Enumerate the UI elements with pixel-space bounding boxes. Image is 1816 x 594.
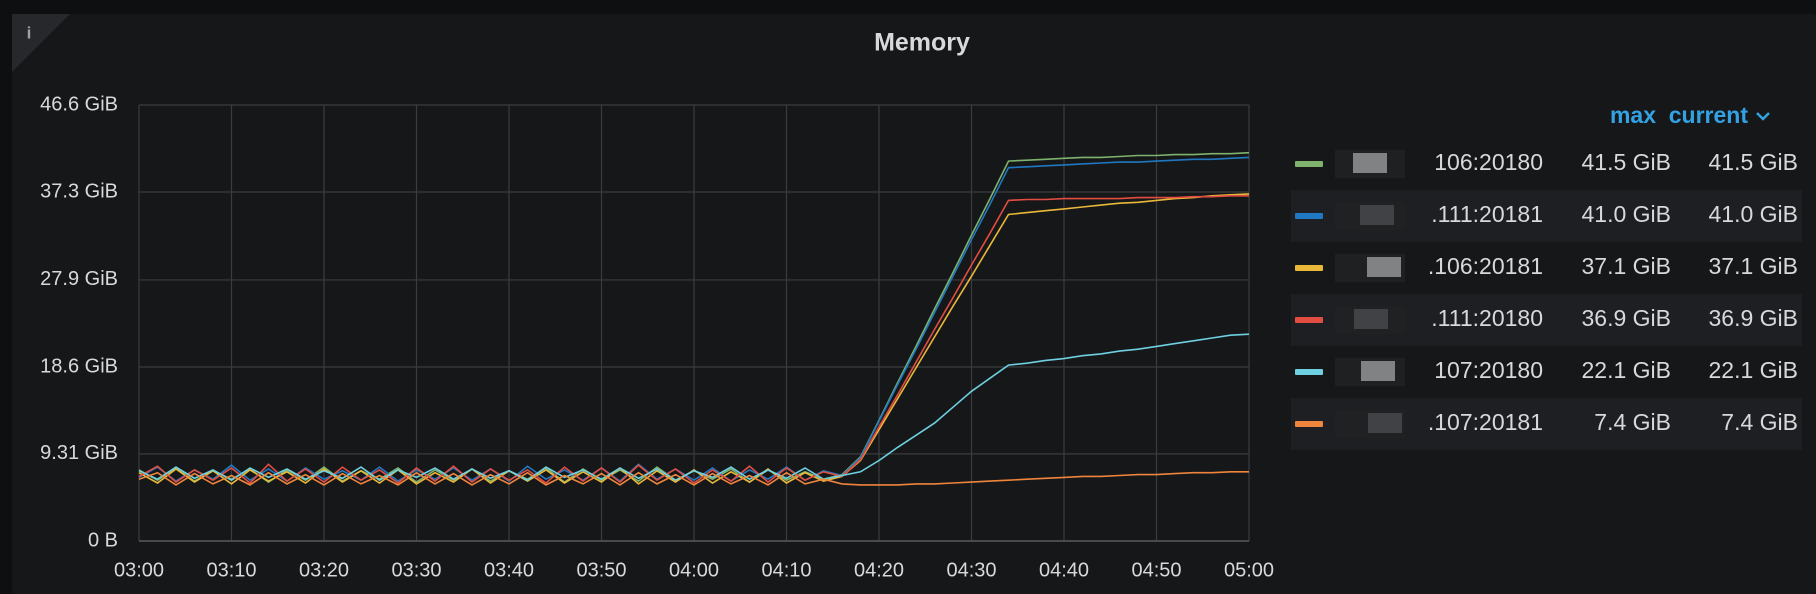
legend-label[interactable]: .106:20181 [1428,253,1543,279]
legend-redaction [1367,257,1401,277]
x-tick-label: 03:00 [114,559,164,581]
legend-label[interactable]: .111:20181 [1431,201,1543,227]
y-tick-label: 0 B [88,529,118,551]
legend-current: 22.1 GiB [1709,357,1799,383]
y-tick-label: 18.6 GiB [40,355,118,377]
plot-lines [138,151,1250,486]
x-tick-label: 04:00 [669,559,719,581]
legend-label[interactable]: .107:20181 [1428,409,1543,435]
legend-redaction [1361,361,1395,381]
y-tick-label: 27.9 GiB [40,268,118,290]
legend-max: 37.1 GiB [1582,253,1672,279]
chart-title: Memory [874,29,970,57]
x-tick-label: 03:10 [206,559,256,581]
legend-redaction [1368,413,1402,433]
series-line [138,333,1250,482]
series-line [138,471,1249,486]
legend-redaction [1354,309,1388,329]
y-tick-label: 9.31 GiB [40,442,118,464]
x-tick-label: 04:10 [761,559,811,581]
series-line [138,195,1249,485]
legend-label[interactable]: .111:20180 [1431,305,1543,331]
legend-redaction [1360,205,1394,225]
legend-current: 7.4 GiB [1721,409,1798,435]
legend-label[interactable]: 107:20180 [1434,357,1543,383]
x-tick-label: 03:20 [299,559,349,581]
legend-column-header[interactable]: max [1610,102,1656,128]
x-tick-label: 03:40 [484,559,534,581]
series-line [138,156,1250,483]
legend-max: 7.4 GiB [1594,409,1671,435]
series-line [138,193,1250,485]
x-tick-label: 05:00 [1224,559,1274,581]
legend-max: 22.1 GiB [1582,357,1672,383]
x-tick-label: 03:30 [391,559,441,581]
legend-redaction [1353,153,1387,173]
legend-max: 36.9 GiB [1582,305,1672,331]
legend-swatch[interactable] [1295,421,1323,427]
info-corner[interactable] [12,14,70,72]
y-tick-label: 46.6 GiB [40,93,118,115]
legend-max: 41.5 GiB [1582,149,1672,175]
y-tick-label: 37.3 GiB [40,180,118,202]
x-tick-label: 04:40 [1039,559,1089,581]
legend-column-header[interactable]: current [1669,102,1749,128]
legend-current: 41.5 GiB [1709,149,1799,175]
sort-chevron[interactable] [1756,112,1770,121]
legend-label[interactable]: 106:20180 [1434,149,1543,175]
legend-swatch[interactable] [1295,265,1323,271]
grid: 0 B 9.31 GiB 18.6 GiB 27.9 GiB 37.3 GiB 46.6 … [40,93,1274,581]
legend-current: 36.9 GiB [1709,305,1799,331]
x-tick-label: 04:30 [946,559,996,581]
x-tick-label: 04:20 [854,559,904,581]
legend-swatch[interactable] [1295,317,1323,323]
legend-current: 41.0 GiB [1709,201,1799,227]
legend-max: 41.0 GiB [1582,201,1672,227]
x-tick-label: 03:50 [576,559,626,581]
legend-swatch[interactable] [1295,369,1323,375]
legend-swatch[interactable] [1295,213,1323,219]
legend: max current 106:20180 41.5 GiB 41.5 GiB .111:… [1291,102,1802,450]
legend-swatch[interactable] [1295,161,1323,167]
x-tick-label: 04:50 [1131,559,1181,581]
legend-current: 37.1 GiB [1709,253,1799,279]
info-icon[interactable]: i [27,23,32,42]
